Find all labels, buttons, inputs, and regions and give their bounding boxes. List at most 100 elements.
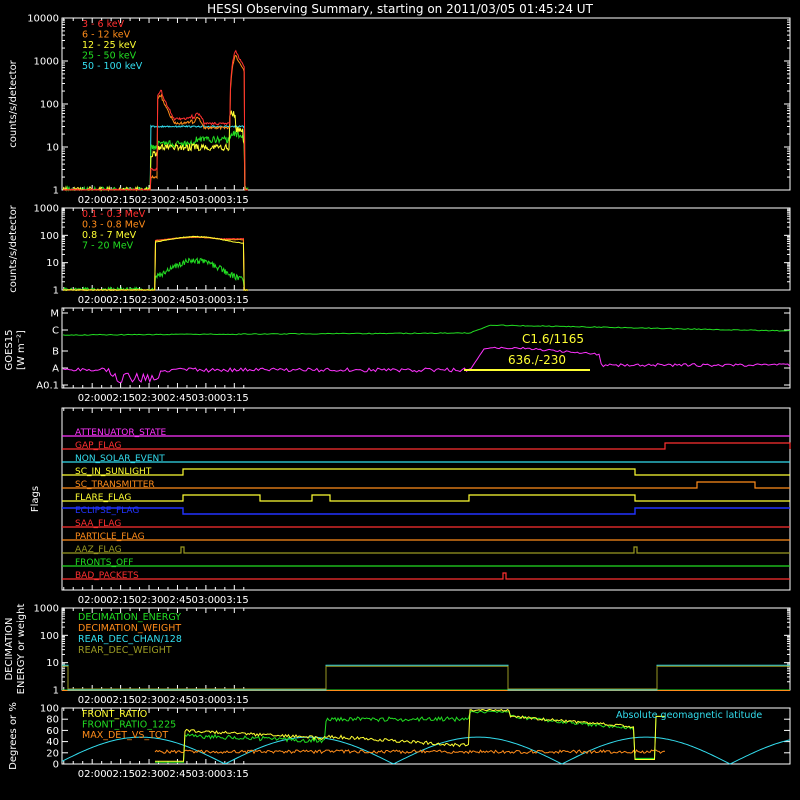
time-tick-label: 03:00 xyxy=(191,595,220,606)
time-tick-label: 02:45 xyxy=(163,295,192,306)
time-tick-label: 02:30 xyxy=(135,695,164,706)
flag-label: BAD_PACKETS xyxy=(75,571,139,581)
legend-entry: 3 - 6 keV xyxy=(82,19,125,30)
y-tick-label: 40 xyxy=(46,737,59,748)
series-7-20-mev xyxy=(63,257,249,292)
flag-label: ATTENUATOR_STATE xyxy=(75,428,167,438)
legend-entry: 7 - 20 MeV xyxy=(82,241,134,252)
figure-title: HESSI Observing Summary, starting on 201… xyxy=(207,2,593,16)
time-tick-label: 02:45 xyxy=(163,393,192,404)
panel-gamma-frame xyxy=(61,207,791,291)
legend-entry: DECIMATION_ENERGY xyxy=(78,612,181,623)
y-tick-label: 0 xyxy=(53,760,59,771)
flag-line-eclipse xyxy=(62,507,790,515)
time-tick-label: 03:00 xyxy=(191,195,220,206)
series-50-100-kev xyxy=(63,124,248,191)
y-tick-label: 1000 xyxy=(34,204,59,215)
legend-entry: 12 - 25 keV xyxy=(82,40,137,51)
y-tick-label: 1 xyxy=(53,286,59,297)
time-tick-label: 02:15 xyxy=(106,595,135,606)
legend-entry: 50 - 100 keV xyxy=(82,61,143,72)
time-tick-label: 02:15 xyxy=(106,695,135,706)
time-tick-label: 03:15 xyxy=(220,695,249,706)
time-tick-label: 02:15 xyxy=(106,295,135,306)
y-tick-label: 60 xyxy=(46,726,59,737)
goes-annotation-position: 636./-230 xyxy=(508,353,566,367)
time-tick-label: 02:30 xyxy=(135,595,164,606)
time-tick-label: 02:00 xyxy=(78,295,107,306)
flag-label: SAA_FLAG xyxy=(75,519,121,529)
time-tick-label: 02:45 xyxy=(163,695,192,706)
series-3-6-kev xyxy=(63,49,248,191)
series-rear-dec-weight xyxy=(62,665,790,690)
time-tick-label: 03:00 xyxy=(191,393,220,404)
panel-xray-frame xyxy=(61,17,791,191)
y-tick-label: 20 xyxy=(46,748,59,759)
time-tick-label: 03:15 xyxy=(220,295,249,306)
y-tick-label: 100 xyxy=(40,704,59,715)
series-0.8-7-mev xyxy=(62,235,249,291)
time-tick-label: 02:45 xyxy=(163,769,192,780)
y-tick-label: 1 xyxy=(53,186,59,197)
flag-label: SC_TRANSMITTER xyxy=(75,480,155,490)
time-tick-label: 03:00 xyxy=(191,695,220,706)
time-tick-label: 02:00 xyxy=(78,595,107,606)
y-tick-label: 10000 xyxy=(27,14,59,25)
legend-entry: REAR_DEC_CHAN/128 xyxy=(78,634,182,645)
legend-entry: 25 - 50 keV xyxy=(82,51,137,62)
time-tick-label: 02:15 xyxy=(106,393,135,404)
legend-entry: 0.1 - 0.3 MeV xyxy=(82,209,146,220)
flag-label: ECLIPSE_FLAG xyxy=(75,506,139,516)
goes-annotation-class: C1.6/1165 xyxy=(522,332,584,346)
time-tick-label: 02:15 xyxy=(106,769,135,780)
y-tick-label: 100 xyxy=(40,231,59,242)
flag-line-aaz-flag xyxy=(62,546,790,554)
y-tick-label: C xyxy=(52,326,59,337)
time-tick-label: 03:15 xyxy=(220,393,249,404)
flag-line-sc-transmitter xyxy=(62,481,790,489)
y-tick-label: 100 xyxy=(40,631,59,642)
time-tick-label: 02:30 xyxy=(135,295,164,306)
geomagnetic-latitude-label: Absolute geomagnetic latitude xyxy=(616,710,762,721)
panel-flags-ylabel: Flags xyxy=(30,486,41,512)
time-tick-label: 02:00 xyxy=(78,195,107,206)
flag-label: FLARE_FLAG xyxy=(75,493,131,503)
goes-long-channel xyxy=(62,324,790,336)
y-tick-label: B xyxy=(52,347,59,358)
y-tick-label: 1000 xyxy=(34,604,59,615)
y-tick-label: 10 xyxy=(46,258,59,269)
panel-decimation-ylabel2: ENERGY or weight xyxy=(16,604,27,695)
panel-gamma-ylabel: counts/s/detector xyxy=(8,204,19,292)
y-tick-label: A xyxy=(52,364,59,375)
y-tick-label: 10 xyxy=(46,143,59,154)
legend-entry: MAX_DET_VS_TOT xyxy=(82,730,168,741)
flag-label: FRONTS_OFF xyxy=(75,558,133,568)
series-max-det-vs-tot xyxy=(154,749,666,755)
flag-line-gap-flag xyxy=(62,442,791,450)
time-tick-label: 03:00 xyxy=(191,295,220,306)
series-rear-dec-chan xyxy=(62,664,790,691)
series-front-ratio-1225 xyxy=(155,710,665,763)
time-tick-label: 02:00 xyxy=(78,769,107,780)
flag-label: PARTICLE_FLAG xyxy=(75,532,145,542)
y-tick-label: 80 xyxy=(46,715,59,726)
panel-xray-ylabel: counts/s/detector xyxy=(8,59,19,147)
time-tick-label: 03:15 xyxy=(220,195,249,206)
time-tick-label: 02:45 xyxy=(163,195,192,206)
time-tick-label: 02:30 xyxy=(135,769,164,780)
y-tick-label: 1000 xyxy=(34,57,59,68)
flag-line-bad-packets xyxy=(62,572,790,580)
flag-label: NON_SOLAR_EVENT xyxy=(75,454,165,464)
panel-goes-ylabel: GOES15 xyxy=(4,329,15,370)
y-tick-label: 100 xyxy=(40,100,59,111)
flag-label: GAP_FLAG xyxy=(75,441,121,451)
flag-label: AAZ_FLAG xyxy=(75,545,122,555)
legend-entry: FRONT_RATIO_1225 xyxy=(82,720,176,731)
y-tick-label: 1 xyxy=(53,686,59,697)
flag-line-flare-flag xyxy=(62,494,790,502)
panel-goes-frame xyxy=(61,307,791,389)
time-tick-label: 03:15 xyxy=(220,769,249,780)
y-tick-label: A0.1 xyxy=(36,381,59,392)
